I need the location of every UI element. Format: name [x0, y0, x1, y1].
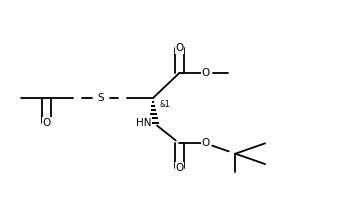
Text: O: O: [202, 68, 210, 78]
Text: O: O: [202, 138, 210, 148]
Text: O: O: [43, 118, 51, 128]
Text: &1: &1: [159, 100, 170, 109]
Text: O: O: [175, 163, 184, 173]
Text: HN: HN: [136, 118, 152, 128]
Text: S: S: [98, 93, 104, 103]
Text: O: O: [175, 43, 184, 53]
